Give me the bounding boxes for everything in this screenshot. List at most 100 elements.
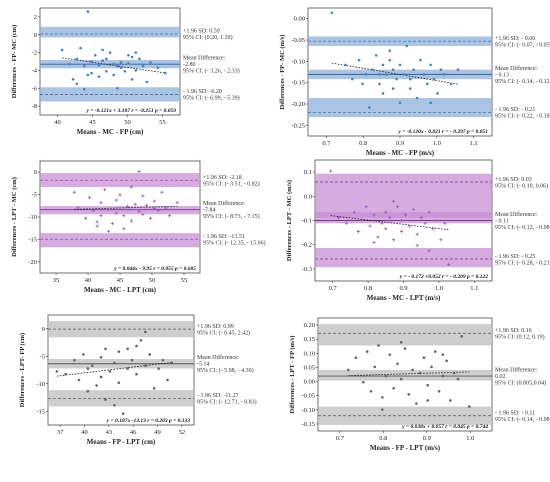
y-tick-label: -0.1 [302,218,312,225]
data-point [381,408,384,411]
y-tick-label: 0 [34,169,37,176]
data-point [419,58,422,62]
data-point [408,77,412,81]
data-point [399,218,404,223]
lower-ci-band [40,233,200,248]
data-point [427,210,431,214]
data-point [144,364,147,368]
regression-equation: y = 0.038x + 0.057 r = 0.045 p = 0.744 [401,424,488,430]
lower-loa-annotation: 95% CI: (- 0.22, - 0.18) [495,113,550,120]
data-point [86,73,90,77]
y-axis-label: Differences - LPT - FP (m/s) [289,336,296,414]
data-point [101,59,104,62]
data-point [378,73,381,76]
upper-loa-annotation: 95% CI: (- 0.07, - 0.05) [495,41,550,48]
data-point [399,341,403,344]
data-point [425,82,429,86]
data-point [415,243,419,247]
data-point [71,78,75,81]
x-axis-label: Means - MC - LPT (m/s) [367,294,441,302]
x-tick-label: 0.9 [423,435,431,442]
data-point [101,48,104,52]
y-tick-label: 0.20 [304,322,315,329]
data-point [90,71,93,75]
data-point [90,60,93,63]
data-point [352,210,356,214]
data-point [388,216,392,220]
lower-loa-annotation: 95% CI: (- 12.35, - 15.06) [203,239,266,246]
data-point [161,358,165,362]
x-tick-label: 46 [130,429,137,436]
data-point [113,361,116,365]
upper-loa-annotation: 95% CI: (- 3.51, - 0.82) [203,180,260,187]
data-point [76,206,80,210]
x-tick-label: 1.0 [435,285,443,292]
data-point [130,55,134,59]
data-point [135,344,138,348]
data-point [103,188,107,192]
data-point [356,229,360,234]
data-point [167,214,172,218]
data-point [156,208,160,213]
data-point [377,344,380,347]
y-tick-label: 0.00 [294,16,305,23]
data-point [112,73,115,77]
data-point [126,204,130,208]
data-point [429,101,432,105]
regression-line [56,362,172,377]
y-tick-label: 0 [42,326,45,333]
data-point [329,169,333,173]
data-point [368,224,372,228]
data-point [106,207,111,212]
data-point [384,374,388,378]
mean-difference-annotation: 0.02 [495,374,506,380]
data-point [114,198,118,202]
data-point [170,361,174,365]
x-tick-label: 0.8 [359,140,367,147]
data-point [439,238,443,242]
data-point [148,216,153,220]
x-tick-label: 0.7 [329,285,338,292]
data-point [391,87,395,90]
x-tick-label: 1.1 [470,285,478,292]
data-point [106,229,111,233]
x-tick-label: 0.8 [364,285,372,292]
data-point [123,70,127,73]
x-axis-label: Means - FP - LPT (cm) [87,438,156,446]
data-point [384,210,388,214]
y-tick-label: -5 [32,192,37,199]
mean-difference-annotation: 95% CI: (- 3.26, - 2.33) [183,68,240,75]
data-point [117,350,121,353]
data-point [75,82,79,86]
regression-equation: y = 0.044x - 9.95 r = 0.055 p = 0.685 [113,266,196,272]
data-point [436,92,439,95]
data-point [442,73,446,76]
data-point [392,199,396,203]
x-tick-label: 43 [106,429,113,436]
y-axis-label: Differences - LPT - MC (cm) [11,177,18,257]
y-tick-label: 0.1 [304,169,312,176]
y-tick-label: -10 [28,214,37,221]
mean-difference-annotation: 95% CI: (- 8.73, - 7.15) [203,213,260,220]
x-axis-label: Means - MC - FP (cm) [77,128,144,136]
data-point [419,216,423,220]
panel-c: 0 -5 -10 -15 -20 35 40 45 50 55 Means - MC - LPT (… [11,160,266,294]
lower-loa-annotation: 95% CI: (- 12.71, - 9.83) [197,399,257,406]
x-tick-label: 0.9 [399,285,407,292]
upper-loa-annotation: 95% CI: (0.20, 1.39) [183,34,233,41]
data-point [381,63,385,67]
data-point [127,53,130,57]
data-point [86,10,90,13]
data-point [137,209,141,214]
data-point [432,77,436,81]
data-point [415,402,418,405]
data-point [134,51,138,54]
data-point [452,371,456,375]
data-point [405,44,409,48]
mean-difference-annotation: Mean Difference: [495,65,538,72]
x-tick-label: 37 [57,429,64,436]
panel-d: 0.1 0.0 -0.1 -0.2 -0.3 0.7 0.8 0.9 1.0 1.1 Means -… [286,159,550,302]
mean-difference-annotation: -2.80 [183,62,196,68]
data-point [141,213,145,217]
data-point [372,240,376,245]
